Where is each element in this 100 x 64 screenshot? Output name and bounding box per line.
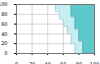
svg-text:40: 40 (1, 31, 7, 37)
svg-text:100: 100 (90, 61, 100, 64)
svg-text:60: 60 (60, 61, 66, 64)
svg-text:60: 60 (1, 21, 7, 27)
svg-text:80: 80 (76, 61, 82, 64)
svg-text:20: 20 (1, 40, 7, 46)
svg-text:80: 80 (1, 11, 7, 17)
svg-text:40: 40 (45, 61, 51, 64)
svg-text:20: 20 (29, 61, 35, 64)
svg-text:100: 100 (0, 1, 8, 7)
svg-text:0: 0 (4, 50, 7, 56)
svg-text:0: 0 (15, 61, 18, 64)
